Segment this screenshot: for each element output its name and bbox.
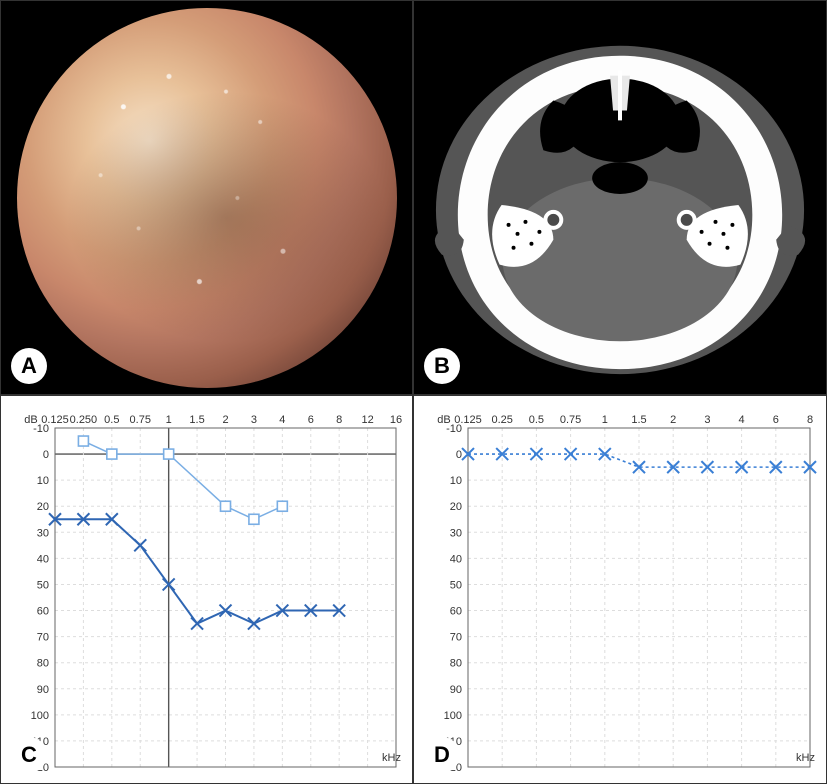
svg-text:6: 6 — [773, 414, 779, 426]
panel-label-a-text: A — [21, 353, 37, 379]
panel-b: B — [413, 0, 827, 395]
svg-text:70: 70 — [450, 632, 462, 644]
svg-text:60: 60 — [450, 606, 462, 618]
panel-d: -1001020304050607080901001101200.1250.25… — [413, 395, 827, 784]
svg-text:8: 8 — [807, 414, 813, 426]
svg-text:dB: dB — [24, 414, 37, 426]
svg-text:50: 50 — [37, 579, 49, 591]
svg-text:0.75: 0.75 — [560, 414, 581, 426]
svg-text:0: 0 — [43, 449, 49, 461]
svg-text:kHz: kHz — [796, 752, 815, 764]
svg-text:8: 8 — [336, 414, 342, 426]
panel-label-b-text: B — [434, 353, 450, 379]
audiogram-d-svg: -1001020304050607080901001101200.1250.25… — [424, 410, 818, 775]
svg-text:0.5: 0.5 — [529, 414, 544, 426]
svg-text:10: 10 — [450, 475, 462, 487]
svg-text:0: 0 — [456, 449, 462, 461]
figure-grid: A — [0, 0, 827, 784]
svg-text:100: 100 — [31, 710, 49, 722]
panel-label-c: C — [11, 737, 47, 773]
svg-text:0.125: 0.125 — [41, 414, 69, 426]
svg-text:1: 1 — [602, 414, 608, 426]
panel-label-a: A — [11, 348, 47, 384]
svg-text:20: 20 — [37, 501, 49, 513]
svg-text:70: 70 — [37, 632, 49, 644]
svg-text:0.250: 0.250 — [70, 414, 98, 426]
panel-label-c-text: C — [21, 742, 37, 768]
svg-text:80: 80 — [37, 658, 49, 670]
svg-text:50: 50 — [450, 579, 462, 591]
svg-text:40: 40 — [450, 553, 462, 565]
svg-text:2: 2 — [670, 414, 676, 426]
panel-a: A — [0, 0, 413, 395]
svg-text:0.75: 0.75 — [130, 414, 151, 426]
svg-text:0.25: 0.25 — [491, 414, 512, 426]
svg-text:3: 3 — [704, 414, 710, 426]
svg-text:kHz: kHz — [382, 752, 401, 764]
svg-text:2: 2 — [222, 414, 228, 426]
svg-text:60: 60 — [37, 606, 49, 618]
ct-scan — [414, 1, 826, 394]
svg-text:30: 30 — [450, 527, 462, 539]
svg-text:100: 100 — [444, 710, 462, 722]
svg-text:10: 10 — [37, 475, 49, 487]
svg-text:1: 1 — [166, 414, 172, 426]
svg-text:1.5: 1.5 — [189, 414, 204, 426]
panel-label-d-text: D — [434, 742, 450, 768]
svg-text:90: 90 — [450, 684, 462, 696]
audiogram-c: -1001020304050607080901001101200.1250.25… — [1, 396, 412, 783]
svg-text:4: 4 — [739, 414, 745, 426]
svg-text:16: 16 — [390, 414, 402, 426]
svg-text:6: 6 — [308, 414, 314, 426]
audiogram-d: -1001020304050607080901001101200.1250.25… — [414, 396, 826, 783]
svg-text:1.5: 1.5 — [631, 414, 646, 426]
svg-text:4: 4 — [279, 414, 285, 426]
svg-text:80: 80 — [450, 658, 462, 670]
panel-label-b: B — [424, 348, 460, 384]
svg-text:90: 90 — [37, 684, 49, 696]
endoscopy-photo — [17, 8, 397, 388]
svg-text:3: 3 — [251, 414, 257, 426]
panel-label-d: D — [424, 737, 460, 773]
svg-text:30: 30 — [37, 527, 49, 539]
svg-text:0.125: 0.125 — [454, 414, 482, 426]
panel-c: -1001020304050607080901001101200.1250.25… — [0, 395, 413, 784]
svg-text:20: 20 — [450, 501, 462, 513]
svg-text:dB: dB — [437, 414, 450, 426]
svg-text:40: 40 — [37, 553, 49, 565]
audiogram-c-svg: -1001020304050607080901001101200.1250.25… — [11, 410, 404, 775]
svg-text:0.5: 0.5 — [104, 414, 119, 426]
svg-text:12: 12 — [361, 414, 373, 426]
